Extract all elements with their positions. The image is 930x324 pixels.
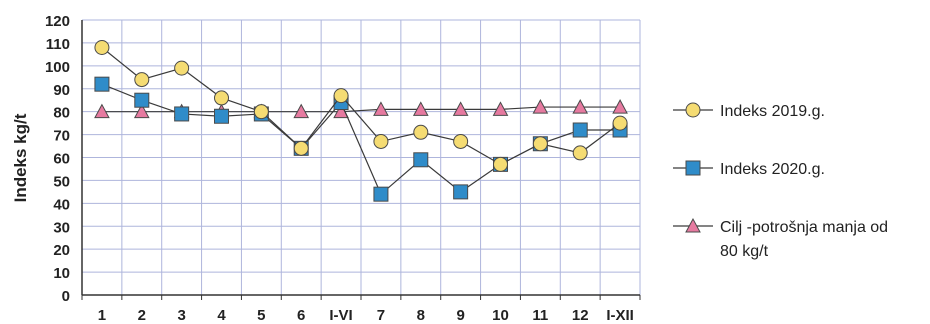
legend: Indeks 2019.g. Indeks 2020.g. Cilj -potroš… bbox=[673, 102, 888, 260]
series bbox=[94, 40, 628, 202]
legend-marker bbox=[685, 217, 701, 233]
x-tick-label: I-VI bbox=[329, 307, 352, 324]
axes bbox=[81, 20, 641, 300]
y-tick-label: 30 bbox=[53, 219, 70, 236]
data-point bbox=[493, 156, 508, 172]
data-point bbox=[452, 101, 469, 116]
x-tick-label: 12 bbox=[572, 307, 589, 324]
y-tick-label: 20 bbox=[53, 242, 70, 259]
x-tick-label: 5 bbox=[257, 307, 265, 324]
legend-item-0: Indeks 2019.g. bbox=[673, 102, 825, 120]
y-tick-label: 60 bbox=[53, 151, 70, 168]
data-point bbox=[333, 88, 349, 104]
data-point bbox=[572, 145, 588, 161]
data-point bbox=[572, 99, 589, 114]
legend-item-1: Indeks 2020.g. bbox=[673, 160, 825, 178]
data-point bbox=[214, 108, 229, 124]
x-tick-label: 6 bbox=[297, 307, 305, 324]
y-tick-label: 100 bbox=[45, 59, 70, 76]
data-point bbox=[413, 124, 429, 140]
y-tick-label: 40 bbox=[53, 196, 70, 213]
data-point bbox=[373, 186, 389, 202]
x-tick-label: 9 bbox=[456, 307, 464, 324]
legend-label: Cilj -potrošnja manja od bbox=[720, 219, 888, 236]
data-point bbox=[94, 103, 110, 119]
data-point bbox=[133, 103, 150, 119]
y-tick-label: 120 bbox=[45, 13, 70, 30]
data-point bbox=[453, 184, 469, 200]
x-tick-label: 7 bbox=[377, 307, 385, 324]
data-point bbox=[373, 101, 389, 116]
data-point bbox=[134, 92, 150, 108]
data-point bbox=[532, 136, 548, 152]
data-point bbox=[94, 76, 110, 92]
data-point bbox=[612, 115, 628, 131]
legend-label: Indeks 2020.g. bbox=[720, 161, 825, 178]
x-tick-label: 1 bbox=[98, 307, 106, 324]
x-tick-label: I-XII bbox=[606, 307, 634, 324]
legend-marker bbox=[685, 160, 701, 176]
data-point bbox=[253, 104, 269, 120]
y-tick-labels: 0 10 20 30 40 50 60 70 80 90 100 110 120 bbox=[45, 13, 70, 305]
data-point bbox=[612, 99, 628, 114]
data-point bbox=[134, 72, 150, 88]
data-point bbox=[572, 122, 588, 138]
x-tick-label: 2 bbox=[138, 307, 146, 324]
data-point bbox=[174, 106, 190, 122]
data-point bbox=[293, 103, 310, 119]
y-tick-label: 0 bbox=[62, 288, 70, 305]
data-point bbox=[453, 133, 469, 149]
data-point bbox=[293, 140, 309, 156]
y-tick-label: 90 bbox=[53, 82, 70, 99]
x-tick-label: 8 bbox=[417, 307, 425, 324]
legend-marker bbox=[685, 102, 701, 118]
y-axis-title: Indeks kg/t bbox=[11, 113, 30, 202]
data-point bbox=[412, 101, 429, 116]
data-point bbox=[532, 99, 549, 114]
x-tick-label: 10 bbox=[492, 307, 509, 324]
data-point bbox=[492, 101, 509, 116]
legend-item-2: Cilj -potrošnja manja od 80 kg/t bbox=[673, 217, 888, 260]
y-tick-label: 50 bbox=[53, 173, 70, 190]
x-tick-label: 11 bbox=[532, 307, 548, 324]
legend-label: Indeks 2019.g. bbox=[720, 103, 825, 120]
y-tick-label: 80 bbox=[53, 105, 70, 122]
data-point bbox=[373, 133, 389, 149]
x-tick-label: 4 bbox=[217, 307, 226, 324]
series-0 bbox=[94, 40, 628, 172]
y-tick-label: 10 bbox=[53, 265, 70, 282]
legend-label: 80 kg/t bbox=[720, 243, 769, 260]
data-point bbox=[94, 40, 110, 55]
x-tick-labels: 1 2 3 4 5 6 I-VI 7 8 9 10 11 12 I-XII bbox=[98, 307, 634, 324]
y-tick-label: 110 bbox=[46, 36, 70, 53]
x-tick-label: 3 bbox=[177, 307, 185, 324]
data-point bbox=[413, 152, 429, 168]
data-point bbox=[174, 60, 190, 76]
y-tick-label: 70 bbox=[53, 128, 70, 145]
data-point bbox=[214, 90, 229, 106]
